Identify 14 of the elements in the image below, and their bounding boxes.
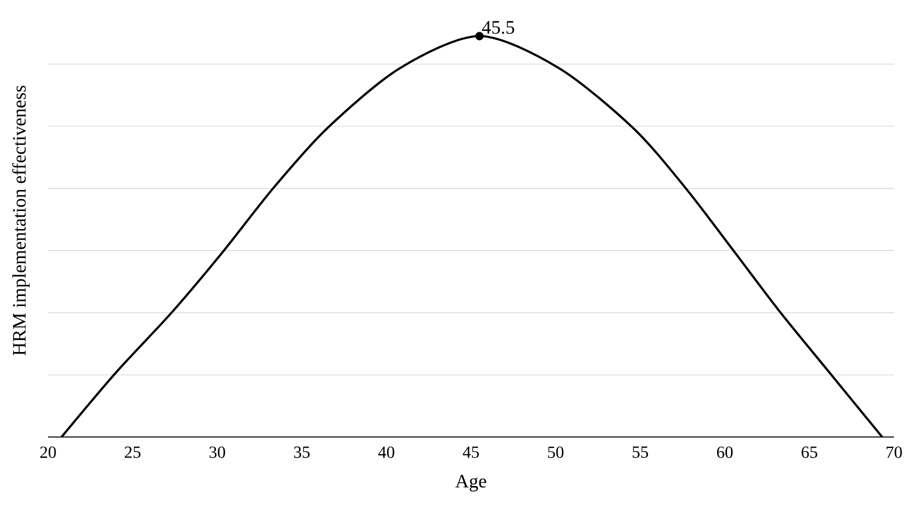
x-tick-label: 55 — [632, 446, 648, 458]
x-tick-label: 35 — [294, 446, 310, 458]
x-tick-label: 25 — [124, 446, 140, 458]
y-axis-title: HRM implementation effectiveness — [12, 86, 30, 356]
x-tick-label: 30 — [210, 446, 226, 458]
x-tick-label: 50 — [548, 446, 564, 458]
x-tick-label: 70 — [886, 446, 902, 458]
x-axis-title: Age — [455, 474, 486, 492]
x-tick-label: 45 — [462, 446, 479, 458]
x-tick-label: 65 — [802, 446, 818, 458]
x-tick-label: 20 — [40, 446, 56, 458]
x-tick-label: 40 — [378, 446, 394, 458]
x-tick-label: 60 — [717, 446, 733, 458]
annotation: 45.5 — [482, 21, 514, 34]
